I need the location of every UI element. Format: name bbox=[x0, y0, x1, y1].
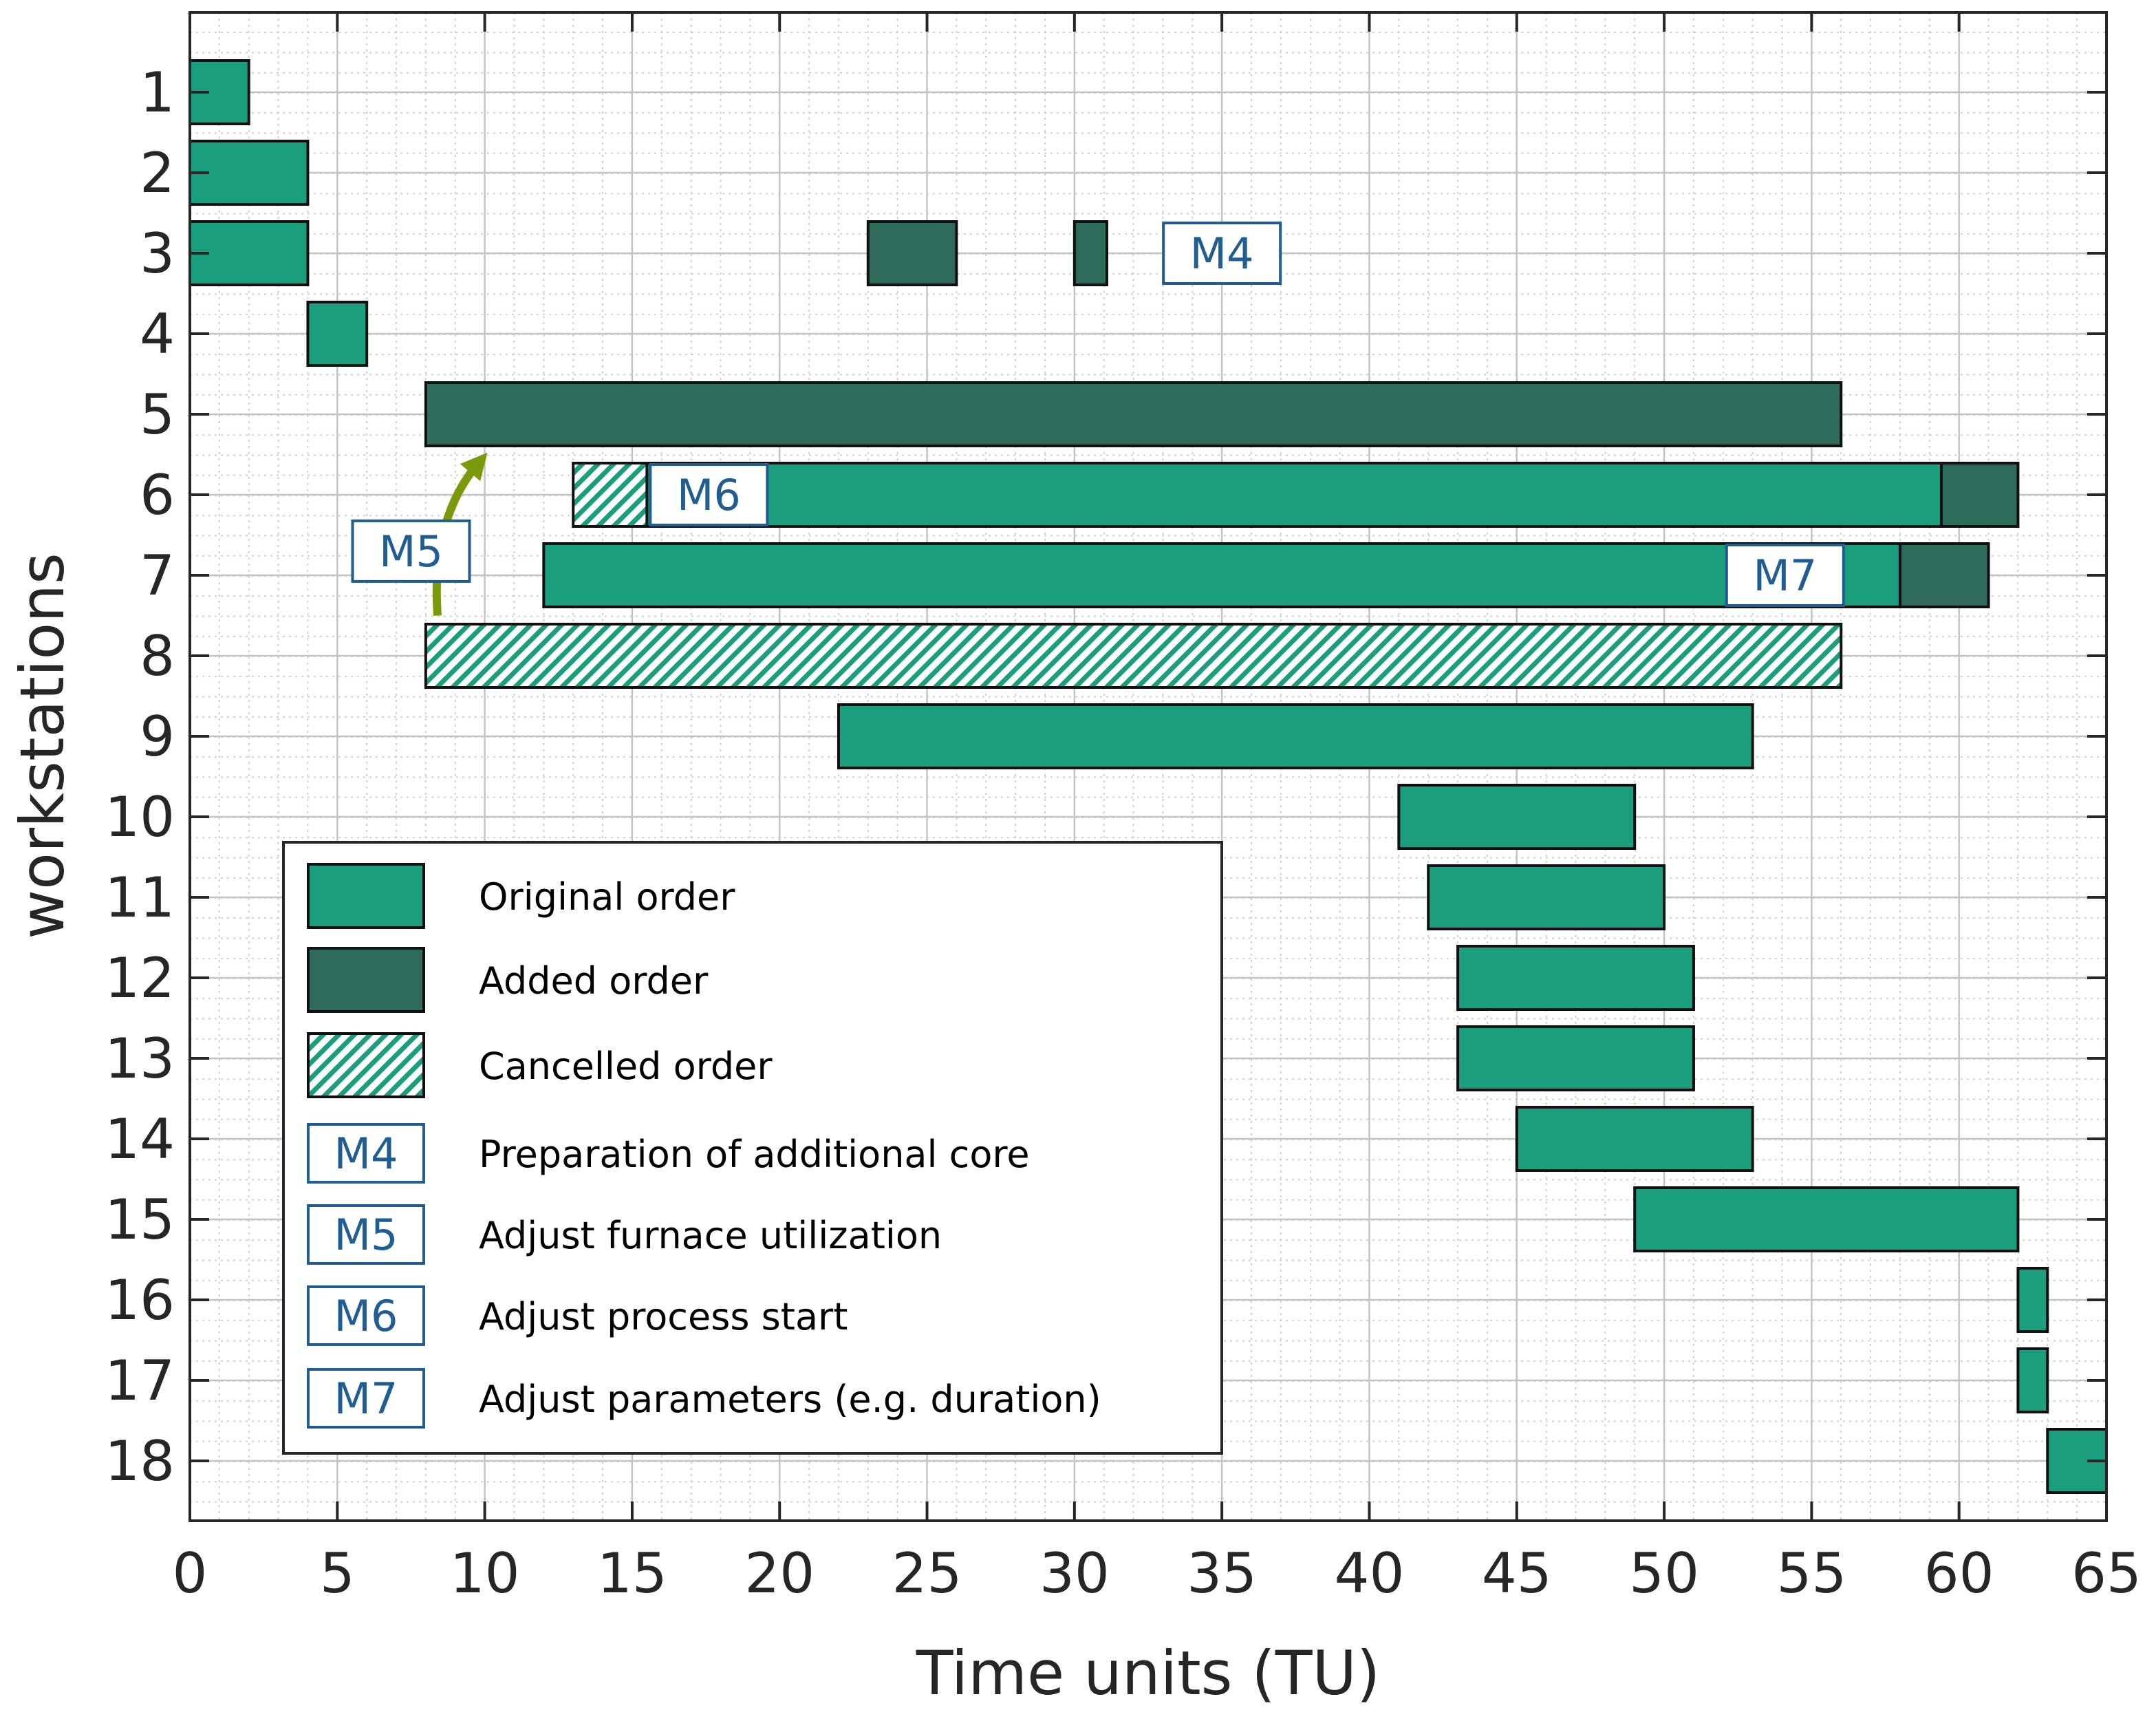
legend-measure-label: M4 bbox=[334, 1129, 398, 1179]
y-axis-label: workstations bbox=[7, 553, 78, 939]
legend-measure-label: M6 bbox=[334, 1291, 398, 1341]
x-tick-label: 20 bbox=[744, 1541, 815, 1605]
legend-measure-label: M5 bbox=[334, 1210, 398, 1260]
x-tick-label: 10 bbox=[450, 1541, 520, 1605]
gantt-bar-original-ws9 bbox=[837, 703, 1754, 769]
gantt-bar-original-ws12 bbox=[1456, 945, 1695, 1011]
legend-box bbox=[282, 841, 1223, 1455]
gantt-bar-added-ws6 bbox=[1939, 462, 2020, 528]
x-tick-label: 50 bbox=[1629, 1541, 1699, 1605]
legend-text: Original order bbox=[479, 875, 735, 919]
y-tick-label: 3 bbox=[140, 222, 175, 286]
legend-text: Adjust parameters (e.g. duration) bbox=[479, 1378, 1101, 1421]
x-tick-label: 40 bbox=[1335, 1541, 1405, 1605]
legend: Original order Added order Cancelled order… bbox=[282, 841, 1223, 1455]
plot-frame bbox=[188, 11, 2108, 1522]
legend-swatch-original bbox=[307, 863, 425, 929]
measure-box-m6 bbox=[649, 463, 769, 526]
gantt-bar-original-ws15 bbox=[1633, 1186, 2020, 1252]
legend-swatch-added bbox=[307, 947, 425, 1013]
legend-text: Adjust process start bbox=[479, 1295, 848, 1338]
y-tick-label: 14 bbox=[105, 1107, 175, 1171]
gantt-bar-original-ws16 bbox=[2016, 1267, 2049, 1333]
measure-box-m7 bbox=[1725, 544, 1845, 607]
y-tick-label: 13 bbox=[105, 1027, 175, 1091]
gantt-bar-original-ws13 bbox=[1456, 1025, 1695, 1091]
legend-swatch-m5 bbox=[307, 1204, 425, 1265]
measure-box-m4 bbox=[1162, 222, 1282, 285]
y-tick-label: 17 bbox=[105, 1349, 175, 1413]
legend-swatch-m4 bbox=[307, 1123, 425, 1184]
gantt-bar-added-ws7 bbox=[1898, 542, 1990, 608]
y-tick-label: 9 bbox=[140, 705, 175, 769]
legend-measure-label: M7 bbox=[334, 1373, 398, 1424]
legend-text: Added order bbox=[479, 959, 709, 1003]
gantt-bar-added-ws3 bbox=[866, 220, 958, 286]
legend-text: Cancelled order bbox=[479, 1045, 773, 1088]
y-tick-label: 11 bbox=[105, 866, 175, 930]
measure-label-m5: M5 bbox=[379, 526, 443, 577]
y-tick-label: 4 bbox=[140, 302, 175, 366]
gantt-bars bbox=[188, 59, 2108, 1494]
legend-swatch-m6 bbox=[307, 1285, 425, 1346]
gantt-bar-original-ws7 bbox=[542, 542, 1901, 608]
gantt-bar-original-ws6 bbox=[645, 462, 1943, 528]
x-axis-label: Time units (TU) bbox=[916, 1638, 1380, 1709]
x-tick-label: 15 bbox=[597, 1541, 667, 1605]
legend-swatch-m7 bbox=[307, 1368, 425, 1429]
gantt-bar-original-ws11 bbox=[1427, 864, 1666, 930]
measure-label-m4: M4 bbox=[1190, 228, 1254, 279]
axis-ticks: 0 5 10 15 20 25 30 35 40 45 50 55 60 6512345678910111… bbox=[105, 12, 2142, 1605]
y-tick-label: 12 bbox=[105, 946, 175, 1010]
x-tick-label: 35 bbox=[1187, 1541, 1257, 1605]
y-tick-label: 18 bbox=[105, 1429, 175, 1493]
y-tick-label: 7 bbox=[140, 544, 175, 608]
y-tick-label: 15 bbox=[105, 1188, 175, 1252]
legend-text: Preparation of additional core bbox=[479, 1133, 1030, 1176]
legend-swatch-cancelled bbox=[307, 1032, 425, 1098]
gantt-bar-original-ws4 bbox=[306, 301, 369, 367]
x-tick-label: 25 bbox=[892, 1541, 962, 1605]
x-tick-label: 65 bbox=[2071, 1541, 2142, 1605]
gantt-bar-original-ws10 bbox=[1397, 784, 1637, 850]
gantt-bar-added-ws3 bbox=[1072, 220, 1108, 286]
x-tick-label: 55 bbox=[1776, 1541, 1846, 1605]
measure-label-m6: M6 bbox=[677, 470, 741, 520]
x-tick-label: 45 bbox=[1482, 1541, 1552, 1605]
legend-text: Adjust furnace utilization bbox=[479, 1214, 942, 1257]
y-tick-label: 16 bbox=[105, 1268, 175, 1332]
measure-box-m5 bbox=[351, 519, 471, 583]
gantt-bar-cancelled-ws8 bbox=[424, 623, 1843, 689]
y-tick-label: 8 bbox=[140, 624, 175, 688]
y-tick-label: 5 bbox=[140, 383, 175, 447]
measure-label-m7: M7 bbox=[1753, 550, 1817, 601]
measure-annotations: M4 M5 M6 M7 bbox=[351, 222, 1845, 616]
x-tick-label: 60 bbox=[1924, 1541, 1994, 1605]
gantt-bar-original-ws2 bbox=[188, 140, 310, 206]
y-tick-label: 10 bbox=[105, 785, 175, 849]
y-tick-label: 2 bbox=[140, 141, 175, 205]
gantt-bar-original-ws14 bbox=[1515, 1106, 1754, 1172]
x-tick-label: 5 bbox=[320, 1541, 355, 1605]
gantt-bar-added-ws5 bbox=[424, 381, 1843, 447]
y-tick-label: 6 bbox=[140, 463, 175, 527]
x-tick-label: 30 bbox=[1039, 1541, 1110, 1605]
x-tick-label: 0 bbox=[173, 1541, 208, 1605]
gantt-bar-original-ws17 bbox=[2016, 1347, 2049, 1413]
y-tick-label: 1 bbox=[140, 61, 175, 125]
